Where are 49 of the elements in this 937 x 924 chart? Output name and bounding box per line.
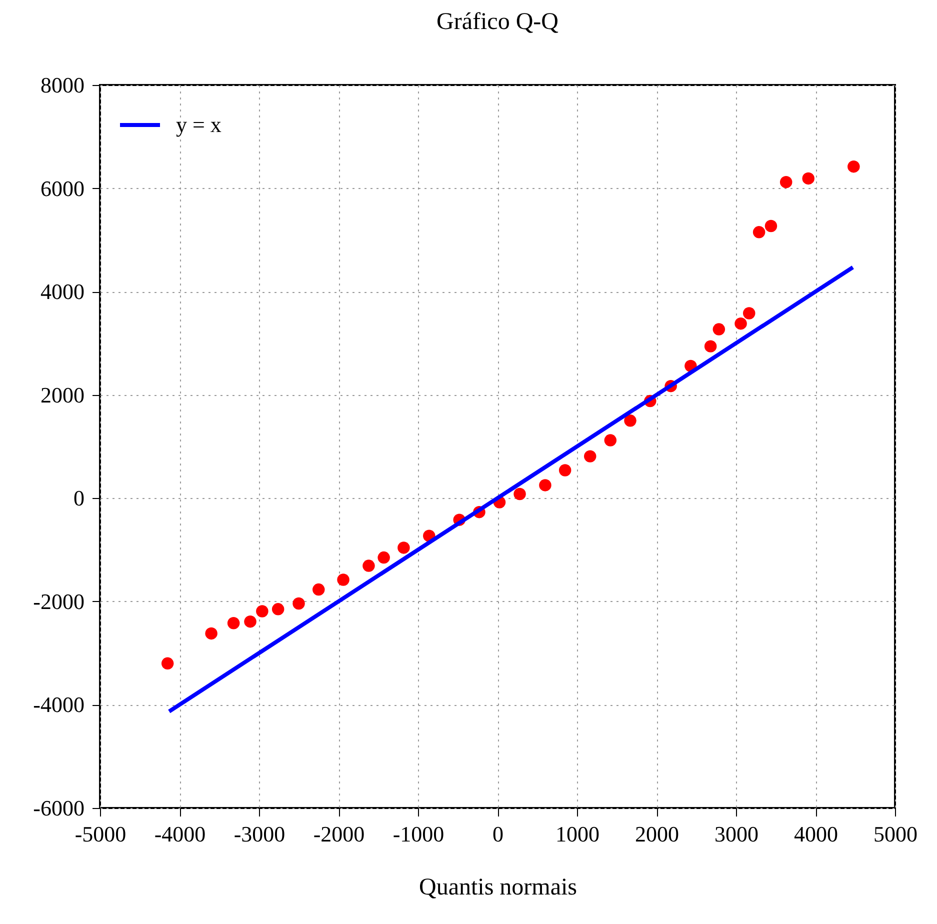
point [398,542,410,554]
point [802,172,814,185]
point [712,323,726,336]
point [780,176,792,188]
point [558,464,572,476]
y-tick-label: 2000 [40,382,84,408]
point [848,160,860,173]
point [227,617,240,630]
x-tick-label: -3000 [234,822,286,846]
x-tick-label: -5000 [74,822,126,846]
point [734,317,747,330]
x-tick-label: 2000 [635,822,679,846]
point [161,657,174,670]
y-tick-label: -2000 [33,588,84,614]
point [539,479,552,492]
legend-label: y = x [176,112,222,137]
x-tick-label: 4000 [794,822,838,846]
point [292,597,305,610]
point [378,551,390,564]
x-tick-label: 0 [492,822,504,846]
point [256,605,268,618]
point [312,583,325,596]
point [624,414,636,427]
point [337,574,350,586]
x-tick-label: -4000 [154,822,206,846]
point [764,220,778,232]
point [272,603,284,616]
point [604,434,617,446]
x-tick-label: 5000 [874,822,918,846]
y-tick-label: 8000 [40,72,84,98]
x-tick-label: -1000 [392,822,444,846]
y-tick-label: -4000 [33,692,84,718]
point [704,340,717,352]
point [742,307,756,320]
x-tick-label: -2000 [313,822,365,846]
x-tick-label: 3000 [714,822,758,846]
x-axis-title: Quantis normais [419,874,577,900]
y-tick-label: 0 [74,486,84,511]
point [244,615,256,628]
point [752,226,766,238]
y-tick-label: -6000 [33,796,84,820]
point [362,560,375,572]
y-tick-label: 4000 [40,279,84,304]
x-tick-label: 1000 [556,822,600,846]
y-tick-label: 6000 [40,176,84,201]
point [584,450,596,462]
point [514,488,526,500]
chart-title: Gráfico Q-Q [436,9,558,35]
point [205,627,218,640]
